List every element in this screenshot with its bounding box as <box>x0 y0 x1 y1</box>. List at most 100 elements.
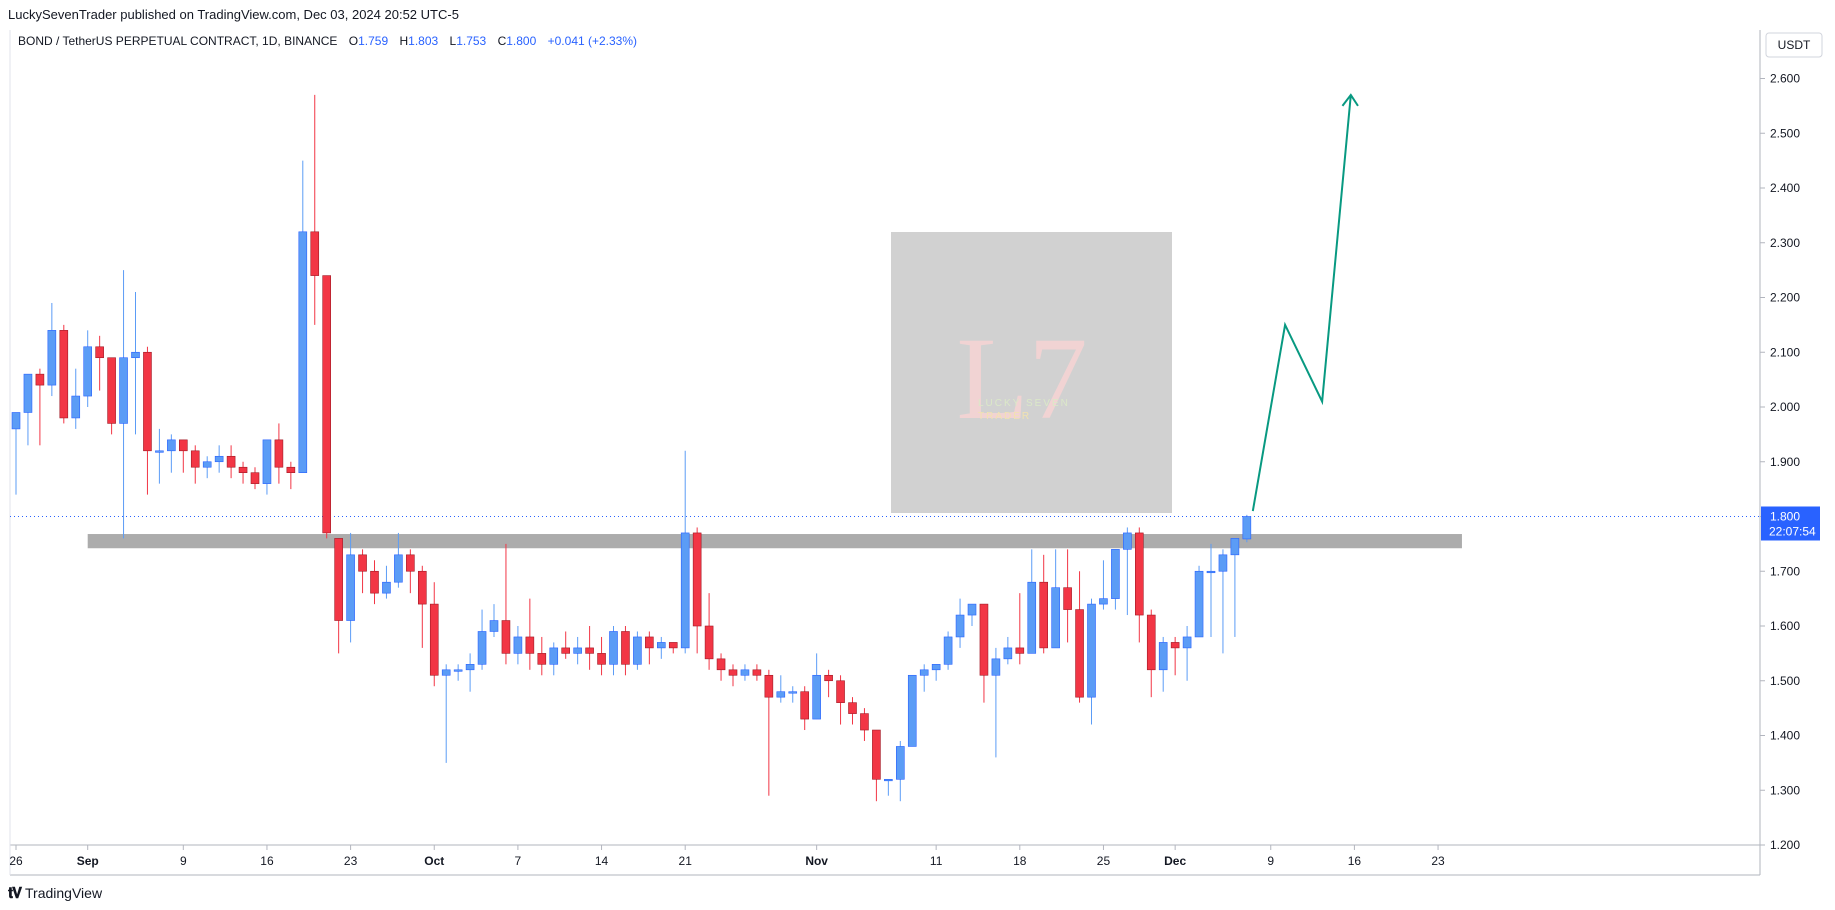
candle-body <box>931 664 941 671</box>
open-label: O <box>349 34 358 48</box>
candle <box>71 368 81 429</box>
time-tick-label: Nov <box>805 854 828 868</box>
candle-body <box>943 636 953 665</box>
candle-body <box>1230 538 1240 556</box>
candle-body <box>143 351 152 452</box>
support-zone-layer <box>10 516 1760 549</box>
price-tick-label: 1.700 <box>1770 564 1800 578</box>
candle <box>1039 554 1048 654</box>
candle <box>238 461 248 484</box>
candle <box>226 445 236 479</box>
candle <box>298 160 308 473</box>
candle-body <box>417 570 427 605</box>
candle <box>11 412 21 495</box>
time-axis[interactable]: 26 Sep 9 16 23 Oct 7 14 21 Nov 11 18 25 Dec 9 16 23 <box>9 845 1445 868</box>
projection-arrowhead <box>1341 93 1359 107</box>
low-value: 1.753 <box>456 34 486 48</box>
high-value: 1.803 <box>408 34 438 48</box>
candle <box>370 560 379 605</box>
price-tick-label: 1.900 <box>1770 455 1800 469</box>
candle <box>394 532 403 588</box>
candle <box>334 538 343 654</box>
price-tick-label: 1.400 <box>1770 729 1800 743</box>
candle <box>453 664 463 681</box>
unit-label-box[interactable] <box>1765 32 1823 58</box>
price-tick-label: 2.000 <box>1770 400 1800 414</box>
ohlc-legend: BOND / TetherUS PERPETUAL CONTRACT, 1D, … <box>18 34 637 48</box>
projection-path <box>1251 94 1352 512</box>
time-tick-label: 16 <box>260 854 274 868</box>
candle-body <box>1170 642 1180 649</box>
candle <box>1099 560 1108 610</box>
candle-body <box>824 674 833 682</box>
candle <box>262 439 272 495</box>
candle <box>143 346 152 495</box>
candle <box>1194 565 1204 638</box>
candle-body <box>477 631 487 665</box>
candle-body <box>202 461 212 468</box>
candle-body <box>429 603 439 676</box>
time-tick-label: 9 <box>180 854 187 868</box>
candle-body <box>955 614 965 638</box>
candle-body <box>668 642 678 649</box>
candle <box>179 439 188 473</box>
tradingview-brand: TradingView <box>25 885 103 901</box>
candle <box>95 335 104 391</box>
price-tick-label: 1.300 <box>1770 783 1800 797</box>
candle <box>836 675 845 725</box>
candle-body <box>465 664 475 671</box>
candle-body <box>119 357 128 424</box>
candle <box>274 423 284 484</box>
candle-body <box>155 450 164 453</box>
candle <box>1242 514 1252 543</box>
candle <box>645 631 654 665</box>
close-label: C <box>498 34 507 48</box>
last-price-value: 1.800 <box>1770 510 1800 524</box>
candle <box>35 368 45 446</box>
candle-body <box>812 674 821 720</box>
candle <box>465 653 475 692</box>
tradingview-footer[interactable]: 𝐭𝐕 TradingView <box>8 882 102 904</box>
candle <box>525 598 535 670</box>
candle-body <box>1027 581 1037 654</box>
candle <box>716 653 726 681</box>
candle <box>1015 593 1025 665</box>
candle-body <box>907 674 917 747</box>
low-label: L <box>450 34 457 48</box>
bar-countdown: 22:07:54 <box>1769 525 1816 539</box>
time-tick-label: 21 <box>679 854 693 868</box>
candle-body <box>358 554 367 572</box>
candle-body <box>214 455 224 463</box>
candle <box>1123 527 1132 616</box>
candle-body <box>919 669 929 676</box>
candle <box>919 664 929 692</box>
tradingview-logo-icon: 𝐭𝐕 <box>8 884 22 902</box>
candles-layer <box>11 94 1252 802</box>
candle <box>585 626 594 670</box>
candle-body <box>979 603 989 676</box>
candle-body <box>704 625 714 660</box>
price-axis[interactable]: 1.200 1.300 1.400 1.500 1.600 1.700 1.800 1.900… <box>1760 72 1800 853</box>
candle <box>322 275 332 539</box>
candle <box>346 532 355 643</box>
price-tick-label: 2.300 <box>1770 236 1800 250</box>
candle-body <box>1099 598 1108 605</box>
candle-body <box>561 647 571 654</box>
candle <box>167 434 176 473</box>
candle <box>47 302 57 397</box>
watermark-line2: TRADER <box>978 411 1031 422</box>
unit-label: USDT <box>1778 38 1811 52</box>
candle-body <box>406 554 415 572</box>
candle <box>1206 543 1216 637</box>
candle <box>1230 538 1240 637</box>
time-tick-label: 25 <box>1097 854 1111 868</box>
candle-body <box>250 472 260 484</box>
candle-body <box>800 691 810 720</box>
candle-body <box>501 620 511 654</box>
candle <box>633 631 642 670</box>
last-price-tag <box>1761 506 1820 541</box>
candle-body <box>525 636 535 654</box>
candle <box>931 664 941 681</box>
candle-body <box>597 653 606 665</box>
